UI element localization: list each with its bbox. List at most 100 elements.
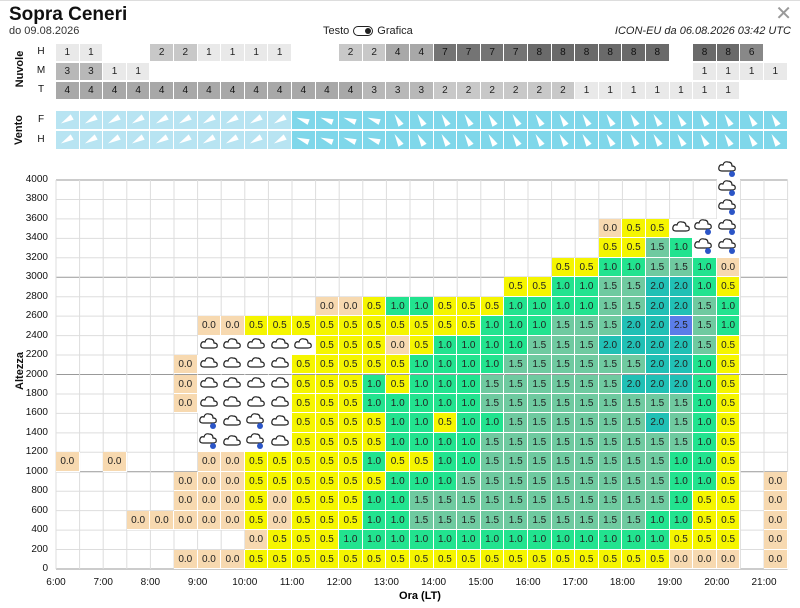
lift-cell: 1.5 [551,374,576,394]
cloud-cell: 3 [56,63,80,81]
lift-cell: 1.5 [528,393,552,414]
x-tick-label: 16:00 [515,577,541,588]
lift-cell: 0.5 [646,549,670,569]
lift-cell: 2.0 [598,335,623,356]
lift-cell: 1.0 [480,413,505,433]
lift-cell: 0.5 [433,316,458,336]
toggle-text-label[interactable]: Testo [323,25,350,37]
cloud-cell: 4 [221,82,245,100]
lift-cell: 0.5 [292,510,316,531]
lift-cell: 0.5 [292,491,316,511]
lift-cell: 0.5 [716,355,741,375]
lift-cell: 1.0 [410,374,434,394]
lift-cell: 1.0 [575,296,599,317]
rain-cloud-icon [244,413,269,433]
lift-cell: 0.5 [504,549,528,569]
cloud-cell [174,63,198,81]
lift-cell: 1.5 [622,277,646,297]
lift-cell: 0.0 [197,316,222,336]
cloud-cell [386,63,410,81]
toggle-graphic-label[interactable]: Grafica [377,25,413,37]
lift-cell: 0.5 [244,510,269,531]
lift-cell: 1.5 [646,491,670,511]
lift-cell: 1.5 [457,471,481,492]
y-tick-label: 3800 [25,193,48,205]
cloud-cell: 2 [528,82,552,100]
lift-cell: 1.5 [598,471,623,492]
lift-cell: 0.5 [268,549,292,569]
lift-cell: 1.5 [504,393,528,414]
wind-arrow-icon [669,131,694,150]
cloud-cell: 4 [79,82,104,100]
close-icon[interactable]: ✕ [775,3,792,25]
wind-arrow-icon [103,111,127,130]
lift-cell: 0.5 [716,510,741,531]
lift-cell: 0.5 [315,374,340,394]
lift-cell: 1.5 [504,452,528,472]
lift-cell: 0.5 [339,355,363,375]
x-tick-label: 6:00 [46,577,66,588]
lift-cell: 0.5 [315,335,340,356]
lift-cell: 1.0 [410,413,434,433]
wind-arrow-icon [575,131,599,150]
lift-cell: 1.5 [575,355,599,375]
wind-arrow-icon [457,131,481,150]
lift-cell: 2.0 [622,335,646,356]
lift-cell: 1.5 [622,452,646,472]
lift-cell: 0.5 [575,257,599,278]
lift-cell: 0.5 [315,355,340,375]
lift-cell: 1.5 [646,432,670,453]
cloud-cell: 1 [716,63,741,81]
cloud-cell: 1 [693,63,717,81]
y-tick-label: 2800 [25,290,48,302]
wind-arrow-icon [56,111,80,130]
lift-cell: 0.5 [315,432,340,453]
lift-cell: 1.0 [669,491,694,511]
cloud-cell [646,63,670,81]
lift-cell: 1.0 [480,316,505,336]
lift-cell: 0.5 [716,413,741,433]
lift-cell: 1.5 [410,491,434,511]
lift-cell: 0.5 [622,218,646,239]
lift-cell: 0.0 [174,510,198,531]
wind-arrow-icon [221,131,245,150]
lift-cell: 2.0 [646,374,670,394]
x-tick-label: 18:00 [609,577,635,588]
lift-cell: 0.5 [433,549,458,569]
lift-cell: 1.0 [693,393,717,414]
lift-cell: 1.5 [646,471,670,492]
cloud-cell [244,63,269,81]
lift-cell: 0.5 [551,257,576,278]
cloud-icon [197,335,222,356]
lift-cell: 1.0 [362,510,387,531]
lift-cell: 0.5 [410,335,434,356]
lift-cell: 0.5 [716,491,741,511]
cloud-cell: 1 [740,63,764,81]
y-tick-label: 2400 [25,329,48,341]
cloud-cell [669,63,694,81]
lift-cell: 0.0 [221,452,245,472]
cloud-cell [103,44,127,62]
lift-cell: 0.0 [764,491,788,511]
cloud-cell [221,63,245,81]
lift-cell: 1.0 [433,432,458,453]
view-toggle[interactable]: Testo Grafica [323,25,413,37]
rain-cloud-icon [716,180,741,200]
wind-arrow-icon [528,111,552,130]
lift-cell: 1.0 [410,393,434,414]
cloud-icon [221,432,245,453]
lift-cell: 2.0 [646,316,670,336]
x-tick-label: 7:00 [93,577,113,588]
lift-cell: 0.0 [174,355,198,375]
lift-cell: 1.0 [551,296,576,317]
y-tick-label: 1000 [25,465,48,477]
lift-cell: 1.5 [551,316,576,336]
cloud-cell [150,63,174,81]
lift-cell: 1.5 [551,393,576,414]
lift-cell: 0.5 [268,530,292,550]
cloud-cell [315,63,340,81]
wind-arrow-icon [292,131,316,150]
toggle-switch[interactable] [353,26,374,36]
lift-cell: 0.0 [174,491,198,511]
lift-cell: 1.0 [410,432,434,453]
